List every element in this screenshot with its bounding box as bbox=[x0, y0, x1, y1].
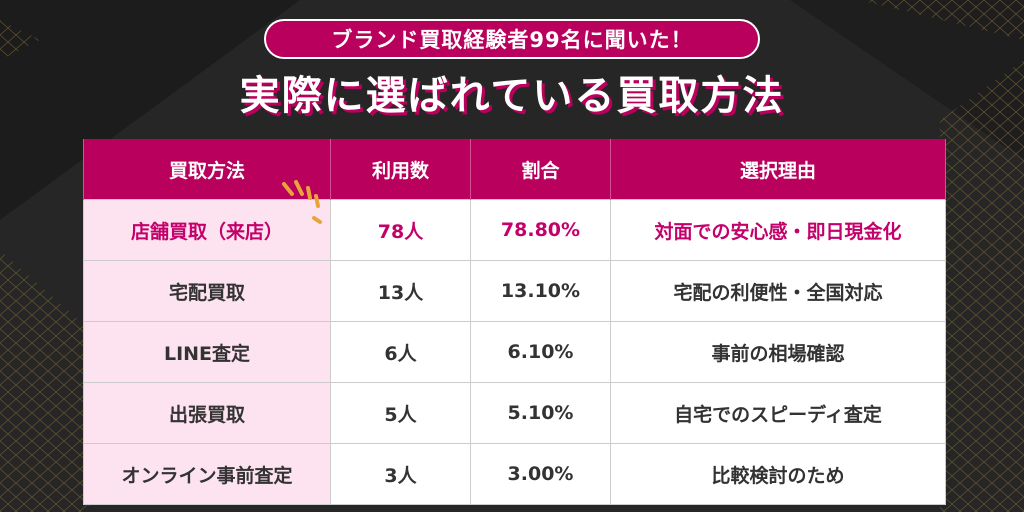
count-cell: 78人 bbox=[330, 199, 471, 261]
badge-text: ブランド買取経験者99名に聞いた！ bbox=[331, 28, 693, 52]
purchase-method-table: 買取方法 利用数 割合 選択理由 店舗買取（来店） 78人 78.80% 対面で… bbox=[83, 139, 946, 505]
count-cell: 3人 bbox=[330, 443, 471, 505]
table-row: 店舗買取（来店） 78人 78.80% 対面での安心感・即日現金化 bbox=[83, 199, 946, 261]
method-cell: 店舗買取（来店） bbox=[83, 199, 331, 261]
column-header-ratio: 割合 bbox=[470, 139, 611, 200]
count-cell: 5人 bbox=[330, 382, 471, 444]
count-cell: 13人 bbox=[330, 260, 471, 322]
table-row: 出張買取 5人 5.10% 自宅でのスピーディ査定 bbox=[83, 382, 946, 444]
ratio-cell: 13.10% bbox=[470, 260, 611, 322]
ratio-cell: 3.00% bbox=[470, 443, 611, 505]
column-header-count: 利用数 bbox=[330, 139, 471, 200]
page-title: 実際に選ばれている買取方法 bbox=[239, 73, 785, 119]
count-cell: 6人 bbox=[330, 321, 471, 383]
table-row: オンライン事前査定 3人 3.00% 比較検討のため bbox=[83, 443, 946, 505]
survey-badge: ブランド買取経験者99名に聞いた！ bbox=[264, 19, 760, 59]
reason-cell: 対面での安心感・即日現金化 bbox=[610, 199, 946, 261]
reason-cell: 比較検討のため bbox=[610, 443, 946, 505]
reason-cell: 事前の相場確認 bbox=[610, 321, 946, 383]
method-cell: LINE査定 bbox=[83, 321, 331, 383]
ratio-cell: 6.10% bbox=[470, 321, 611, 383]
reason-cell: 自宅でのスピーディ査定 bbox=[610, 382, 946, 444]
ratio-cell: 78.80% bbox=[470, 199, 611, 261]
column-header-reason: 選択理由 bbox=[610, 139, 946, 200]
table-row: 宅配買取 13人 13.10% 宅配の利便性・全国対応 bbox=[83, 260, 946, 322]
method-cell: オンライン事前査定 bbox=[83, 443, 331, 505]
ratio-cell: 5.10% bbox=[470, 382, 611, 444]
method-cell: 出張買取 bbox=[83, 382, 331, 444]
method-cell: 宅配買取 bbox=[83, 260, 331, 322]
reason-cell: 宅配の利便性・全国対応 bbox=[610, 260, 946, 322]
table-row: LINE査定 6人 6.10% 事前の相場確認 bbox=[83, 321, 946, 383]
table-header-row: 買取方法 利用数 割合 選択理由 bbox=[83, 139, 946, 200]
sparkle-accent-icon bbox=[282, 180, 322, 224]
